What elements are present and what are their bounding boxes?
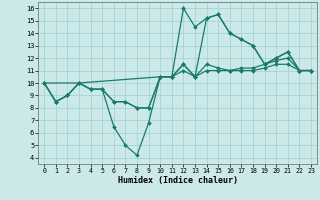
- X-axis label: Humidex (Indice chaleur): Humidex (Indice chaleur): [118, 176, 238, 185]
